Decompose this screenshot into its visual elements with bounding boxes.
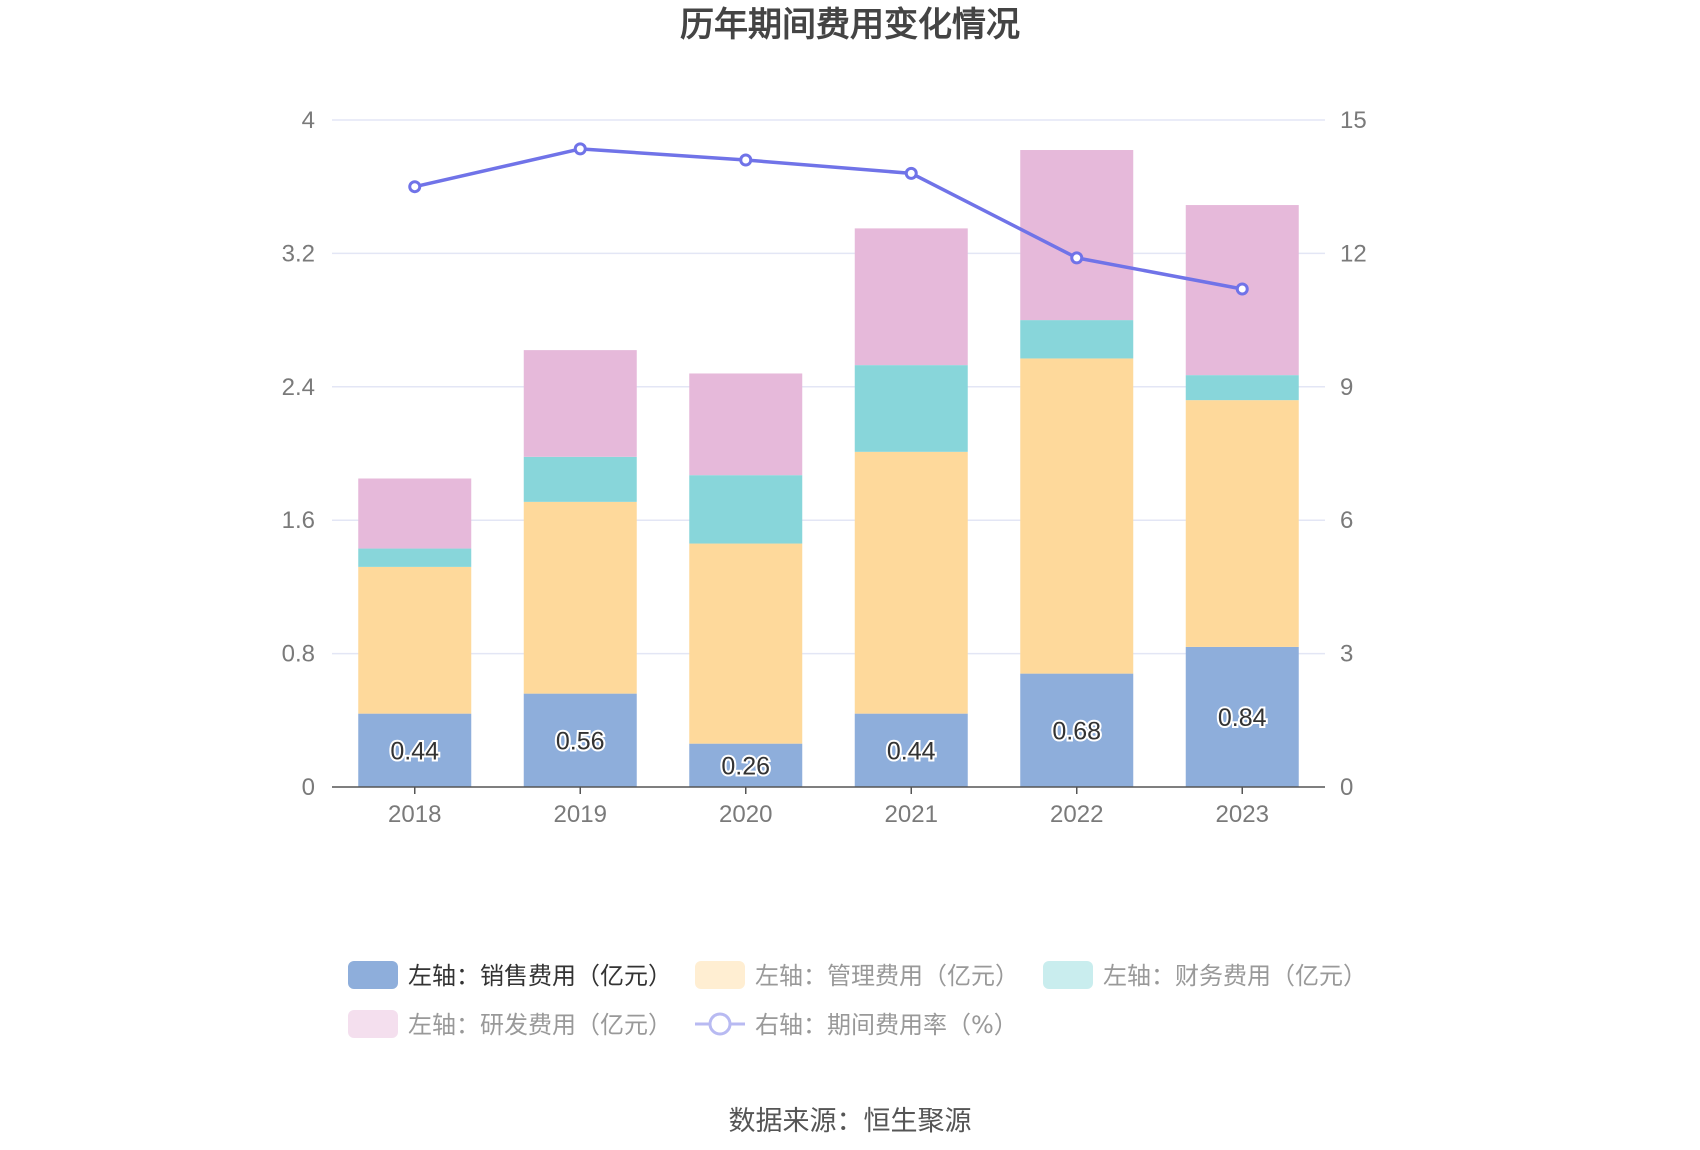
rate-point bbox=[408, 180, 422, 194]
x-tick-label: 2020 bbox=[719, 801, 772, 828]
bar-series bbox=[358, 150, 1299, 787]
bar-management bbox=[358, 566, 472, 714]
bar-management bbox=[854, 451, 968, 714]
bar-data-label: 0.84 bbox=[1218, 704, 1267, 732]
right-tick-label: 15 bbox=[1340, 107, 1367, 134]
legend-label: 左轴：销售费用（亿元） bbox=[408, 962, 672, 990]
x-tick-label: 2023 bbox=[1216, 801, 1269, 828]
bar-sales bbox=[854, 713, 968, 787]
left-tick-label: 2.4 bbox=[282, 374, 315, 401]
bar-sales bbox=[1020, 673, 1134, 787]
legend-swatch bbox=[695, 961, 745, 989]
bar-data-labels: 0.44 0.56 0.26 0.44 0.68 0.84 bbox=[388, 702, 1268, 782]
rate-point bbox=[1070, 251, 1084, 265]
right-axis-ticks: 0 3 6 9 12 15 bbox=[1340, 107, 1367, 801]
rate-point bbox=[1235, 282, 1249, 296]
bar-finance bbox=[854, 365, 968, 452]
grid-lines bbox=[332, 119, 1325, 655]
bar-data-label: 0.26 bbox=[721, 752, 770, 780]
legend-line-marker bbox=[708, 1012, 732, 1036]
left-tick-label: 4 bbox=[302, 107, 315, 134]
right-tick-label: 0 bbox=[1340, 774, 1353, 801]
bar-sales bbox=[523, 693, 637, 787]
bar-finance bbox=[1020, 320, 1134, 359]
legend-label: 左轴：财务费用（亿元） bbox=[1103, 962, 1367, 990]
legend-label: 左轴：管理费用（亿元） bbox=[755, 962, 1019, 990]
bar-finance bbox=[689, 475, 803, 544]
bar-sales bbox=[358, 713, 472, 787]
left-tick-label: 0 bbox=[302, 774, 315, 801]
bar-management bbox=[1185, 400, 1299, 647]
x-tick-label: 2021 bbox=[885, 801, 938, 828]
legend-label: 右轴：期间费用率（%） bbox=[755, 1011, 1018, 1039]
bar-management bbox=[689, 543, 803, 744]
rate-point bbox=[904, 166, 918, 180]
legend: 左轴：销售费用（亿元） 左轴：管理费用（亿元） 左轴：财务费用（亿元） 左轴：研发费用… bbox=[348, 961, 1367, 1039]
left-axis-ticks: 0 0.8 1.6 2.4 3.2 4 bbox=[282, 107, 315, 801]
x-tick-label: 2022 bbox=[1050, 801, 1103, 828]
x-tick-label: 2019 bbox=[554, 801, 607, 828]
left-tick-label: 3.2 bbox=[282, 240, 315, 267]
bar-sales bbox=[689, 743, 803, 787]
right-tick-label: 9 bbox=[1340, 374, 1353, 401]
bar-finance bbox=[358, 548, 472, 567]
right-tick-label: 12 bbox=[1340, 240, 1367, 267]
bar-finance bbox=[523, 456, 637, 502]
legend-label: 左轴：研发费用（亿元） bbox=[408, 1011, 672, 1039]
bar-rnd bbox=[358, 478, 472, 549]
rate-point bbox=[573, 142, 587, 156]
left-tick-label: 1.6 bbox=[282, 507, 315, 534]
legend-swatch bbox=[348, 961, 398, 989]
bar-data-label: 0.44 bbox=[887, 737, 936, 765]
bar-rnd bbox=[523, 350, 637, 457]
rate-line bbox=[414, 147, 1243, 291]
legend-swatch bbox=[348, 1010, 398, 1038]
x-tick-label: 2018 bbox=[388, 801, 441, 828]
legend-swatch bbox=[1043, 961, 1093, 989]
bar-data-label: 0.68 bbox=[1052, 717, 1101, 745]
bar-finance bbox=[1185, 375, 1299, 401]
left-tick-label: 0.8 bbox=[282, 641, 315, 668]
chart-title: 历年期间费用变化情况 bbox=[680, 5, 1020, 45]
data-source: 数据来源：恒生聚源 bbox=[729, 1106, 972, 1137]
line-series bbox=[408, 142, 1249, 296]
right-tick-label: 3 bbox=[1340, 641, 1353, 668]
bar-data-label: 0.44 bbox=[390, 737, 439, 765]
bar-data-label: 0.56 bbox=[556, 727, 605, 755]
bar-rnd bbox=[854, 228, 968, 366]
bar-rnd bbox=[689, 373, 803, 476]
bar-sales bbox=[1185, 646, 1299, 787]
right-tick-label: 6 bbox=[1340, 507, 1353, 534]
rate-point bbox=[739, 153, 753, 167]
bar-management bbox=[523, 501, 637, 694]
x-axis: 2018 2019 2020 2021 2022 2023 bbox=[332, 786, 1325, 828]
bar-management bbox=[1020, 358, 1134, 674]
bar-rnd bbox=[1020, 150, 1134, 321]
